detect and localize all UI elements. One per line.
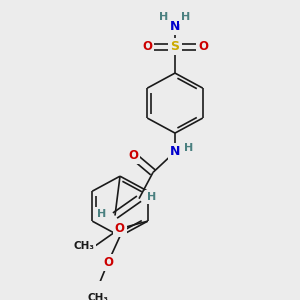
Text: H: H (182, 12, 190, 22)
Text: H: H (98, 209, 106, 219)
Text: CH₃: CH₃ (88, 293, 109, 300)
Text: H: H (159, 12, 169, 22)
Text: O: O (103, 256, 113, 269)
Text: N: N (170, 145, 180, 158)
Text: O: O (198, 40, 208, 53)
Text: CH₃: CH₃ (73, 241, 94, 250)
Text: H: H (147, 192, 157, 202)
Text: O: O (115, 222, 125, 235)
Text: O: O (128, 149, 138, 162)
Text: N: N (170, 20, 180, 33)
Text: H: H (184, 143, 194, 153)
Text: O: O (142, 40, 152, 53)
Text: S: S (170, 40, 179, 53)
